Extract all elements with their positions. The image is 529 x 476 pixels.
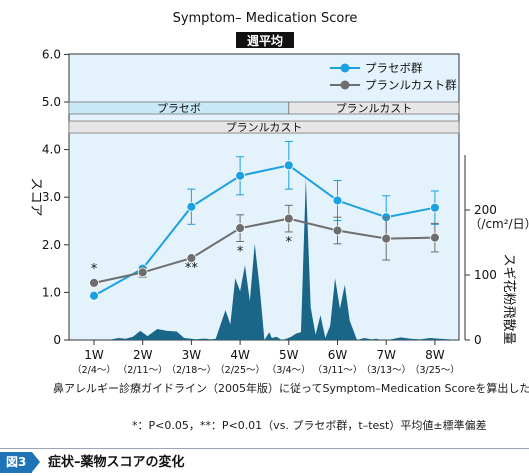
y2-axis-label: スギ花粉飛散量 [501, 253, 517, 344]
figure-panel: Symptom– Medication Score 週平均 プラセボプランルカス… [28, 11, 529, 432]
phase-label-1: プランルカスト [336, 102, 413, 115]
y-tick-label-4: 4.0 [42, 143, 61, 157]
s1-point-0 [89, 277, 99, 288]
y-tick-label-0: 0 [53, 333, 61, 347]
x-date-label-1: （2/11～） [118, 364, 168, 376]
calculation-note: 鼻アレルギー診療ガイドライン（2005年版）に従ってSymptom–Medica… [53, 382, 529, 395]
s1-point-4 [283, 213, 294, 224]
x-tick-label-4: 5W [279, 348, 299, 362]
chart: Symptom– Medication Score 週平均 プラセボプランルカス… [28, 11, 529, 376]
s0-point-7 [429, 202, 440, 213]
y2-tick-label-1: 100 [474, 268, 497, 282]
significance-markers: * **** [91, 235, 293, 277]
x-date-label-7: （3/25～） [410, 364, 460, 376]
x-tick-label-6: 7W [376, 348, 396, 362]
s0-point-5 [332, 195, 343, 206]
subtitle-box [236, 32, 294, 48]
s1-point-1 [137, 267, 148, 278]
statistics-note: *：P<0.05，**：P<0.01（vs. プラセボ群，t–test）平均値±… [132, 419, 487, 432]
s0-line [93, 164, 436, 297]
x-date-label-0: （2/4～） [72, 364, 116, 376]
s1-point-6 [381, 233, 392, 244]
figure-number: 図3 [0, 452, 41, 473]
sig-marker-4: * [286, 235, 293, 250]
x-tick-label-5: 6W [328, 348, 348, 362]
x-date-label-6: （3/13～） [361, 364, 411, 376]
x-date-label-3: （2/25～） [215, 364, 265, 376]
s0-point-4 [283, 160, 294, 171]
s0-point-0 [89, 290, 99, 301]
s1-point-7 [429, 232, 440, 243]
s0-point-2 [186, 201, 197, 212]
x-tick-label-2: 3W [182, 348, 202, 362]
y-tick-label-6: 6.0 [42, 47, 61, 61]
x-tick-label-0: 1W [84, 348, 104, 362]
y-tick-label-5: 5.0 [42, 95, 61, 109]
s1-point-5 [332, 225, 343, 236]
sig-marker-0: * [91, 262, 98, 277]
s0-point-3 [235, 170, 246, 181]
y2-axis: 0 100 200 [464, 155, 497, 347]
y-tick-label-1: 1.0 [42, 285, 61, 299]
legend-label-0: プラセボ群 [365, 61, 423, 75]
s1-line [93, 217, 435, 284]
y2-tick-label-2: 200 [474, 203, 497, 217]
plot-area [68, 53, 460, 341]
legend-marker-1 [340, 80, 350, 90]
y-axis: 0 1.0 2.0 3.0 4.0 5.0 6.0 [42, 47, 69, 347]
s1-point-2 [186, 253, 197, 264]
x-date-label-2: （2/18～） [166, 364, 216, 376]
y2-axis-unit: （/cm²/日） [469, 217, 529, 231]
x-date-label-5: （3/11～） [313, 364, 363, 376]
figure-caption-bar: 図3 症状–薬物スコアの変化 [0, 448, 529, 476]
chart-subtitle: 週平均 [247, 33, 283, 48]
x-tick-label-7: 8W [425, 348, 445, 362]
legend-marker-0 [340, 63, 350, 73]
phase-bar-2 [68, 120, 460, 134]
phase-bar-1 [288, 101, 460, 115]
legend-label-1: プランルカスト群 [365, 78, 457, 92]
x-tick-label-1: 2W [133, 348, 153, 362]
x-date-label-4: （3/4～） [267, 364, 311, 376]
chart-title: Symptom– Medication Score [173, 11, 358, 26]
phase-label-0: プラセボ [157, 102, 201, 115]
sig-marker-3: * [237, 244, 244, 259]
phase-label-2: プランルカスト [226, 121, 303, 134]
y-tick-label-2: 2.0 [42, 238, 61, 252]
x-axis: 1W （2/4～） 2W （2/11～） 3W （2/18～） 4W （2/25～） 5W （3/… [72, 340, 460, 376]
x-tick-label-3: 4W [230, 348, 250, 362]
series-group [89, 141, 440, 301]
y-axis-label: スコア [28, 177, 43, 216]
s1-point-3 [235, 223, 246, 234]
figure-caption: 症状–薬物スコアの変化 [48, 455, 185, 470]
y-tick-label-3: 3.0 [42, 190, 61, 204]
y2-tick-label-0: 0 [474, 333, 482, 347]
sig-marker-2: ** [185, 261, 199, 276]
